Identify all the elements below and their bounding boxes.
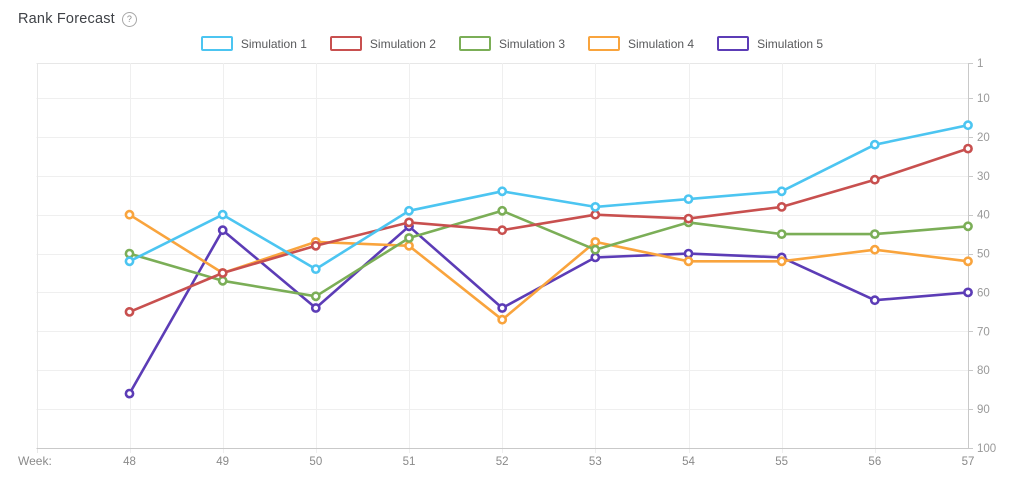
data-point — [590, 236, 601, 247]
data-point — [124, 209, 135, 220]
series-simulation-4 — [124, 209, 973, 325]
y-tick-label: 100 — [977, 443, 996, 455]
data-point — [869, 139, 880, 150]
data-point — [404, 205, 414, 216]
data-point — [404, 240, 414, 251]
series-simulation-1 — [124, 120, 973, 274]
legend-label: Simulation 1 — [240, 36, 307, 51]
y-tick-label: 1 — [977, 58, 983, 70]
data-point — [310, 303, 321, 313]
legend-label: Simulation 3 — [498, 36, 566, 51]
legend-item-simulation-3[interactable]: Simulation 3 — [458, 36, 566, 51]
y-tick-label: 90 — [977, 404, 990, 416]
chart-title: Rank Forecast — [18, 11, 115, 27]
y-tick-label: 40 — [977, 210, 990, 222]
x-tick-label: 48 — [123, 456, 136, 468]
data-point — [590, 252, 601, 263]
x-tick-label: 49 — [216, 456, 229, 468]
data-point — [217, 209, 228, 220]
legend-label: Simulation 2 — [369, 36, 436, 51]
y-tick-label: 10 — [977, 93, 990, 105]
data-point — [869, 295, 880, 306]
data-point — [497, 314, 508, 325]
x-tick-label: 53 — [589, 456, 602, 468]
legend-label: Simulation 4 — [628, 36, 695, 51]
x-tick-label: 52 — [496, 456, 509, 468]
data-point — [869, 244, 880, 255]
data-point — [404, 217, 414, 228]
chart-header: Rank Forecast ? — [18, 11, 137, 27]
x-axis-labels: 48 49 50 51 52 53 54 55 56 57 — [123, 456, 974, 468]
legend-swatch — [329, 36, 362, 51]
data-point — [497, 225, 508, 236]
data-point — [217, 268, 228, 278]
legend-swatch — [200, 36, 233, 51]
chart-legend: Simulation 1 Simulation 2 Simulation 3 Simu… — [0, 36, 1024, 51]
data-point — [683, 248, 694, 259]
data-point — [310, 291, 321, 302]
data-point — [776, 186, 787, 197]
data-point — [590, 201, 601, 212]
x-tick-label: 55 — [775, 456, 788, 468]
series-simulation-3 — [124, 205, 973, 302]
data-point — [683, 213, 694, 224]
legend-swatch — [588, 36, 621, 51]
series-simulation-5 — [124, 221, 973, 399]
data-point — [776, 201, 787, 212]
y-tick-label: 70 — [977, 326, 990, 338]
x-tick-label: 57 — [962, 456, 975, 468]
data-point — [963, 221, 973, 232]
x-axis-prefix-label: Week: — [18, 454, 52, 468]
data-point — [683, 194, 694, 204]
data-point — [869, 229, 880, 239]
data-point — [869, 174, 880, 185]
series-simulation-2 — [124, 143, 973, 317]
data-point — [404, 233, 414, 243]
y-tick-label: 20 — [977, 132, 990, 144]
data-point — [590, 244, 601, 255]
data-point — [310, 240, 321, 251]
data-point — [124, 248, 135, 259]
legend-swatch — [458, 36, 491, 51]
data-point — [217, 225, 228, 236]
data-point — [963, 287, 973, 298]
y-tick-label: 80 — [977, 365, 990, 377]
legend-swatch — [717, 36, 750, 51]
data-point — [497, 205, 508, 216]
legend-item-simulation-5[interactable]: Simulation 5 — [717, 36, 823, 51]
y-tick-label: 50 — [977, 249, 990, 261]
data-point — [124, 388, 135, 399]
chart-grid — [36, 63, 968, 453]
y-tick-label: 60 — [977, 287, 990, 299]
legend-item-simulation-4[interactable]: Simulation 4 — [588, 36, 694, 51]
x-tick-label: 56 — [868, 456, 881, 468]
data-point — [963, 120, 973, 131]
x-tick-label: 51 — [403, 456, 416, 468]
data-point — [683, 256, 694, 267]
data-point — [124, 256, 135, 267]
data-point — [497, 303, 508, 313]
data-point — [963, 256, 973, 267]
help-icon[interactable]: ? — [121, 11, 137, 27]
data-point — [963, 143, 973, 154]
data-point — [497, 186, 508, 197]
y-axis-tick-labels: 1 10 20 30 40 50 60 70 80 90 100 — [977, 58, 996, 455]
data-point — [310, 264, 321, 274]
x-tick-label: 50 — [309, 456, 322, 468]
data-point — [124, 306, 135, 317]
legend-item-simulation-2[interactable]: Simulation 2 — [329, 36, 436, 51]
legend-item-simulation-1[interactable]: Simulation 1 — [200, 36, 307, 51]
data-point — [590, 209, 601, 220]
y-tick-label: 30 — [977, 171, 990, 183]
data-point — [217, 275, 228, 286]
data-point — [776, 229, 787, 239]
data-point — [776, 256, 787, 267]
legend-label: Simulation 5 — [757, 36, 824, 51]
x-tick-label: 54 — [682, 456, 695, 468]
